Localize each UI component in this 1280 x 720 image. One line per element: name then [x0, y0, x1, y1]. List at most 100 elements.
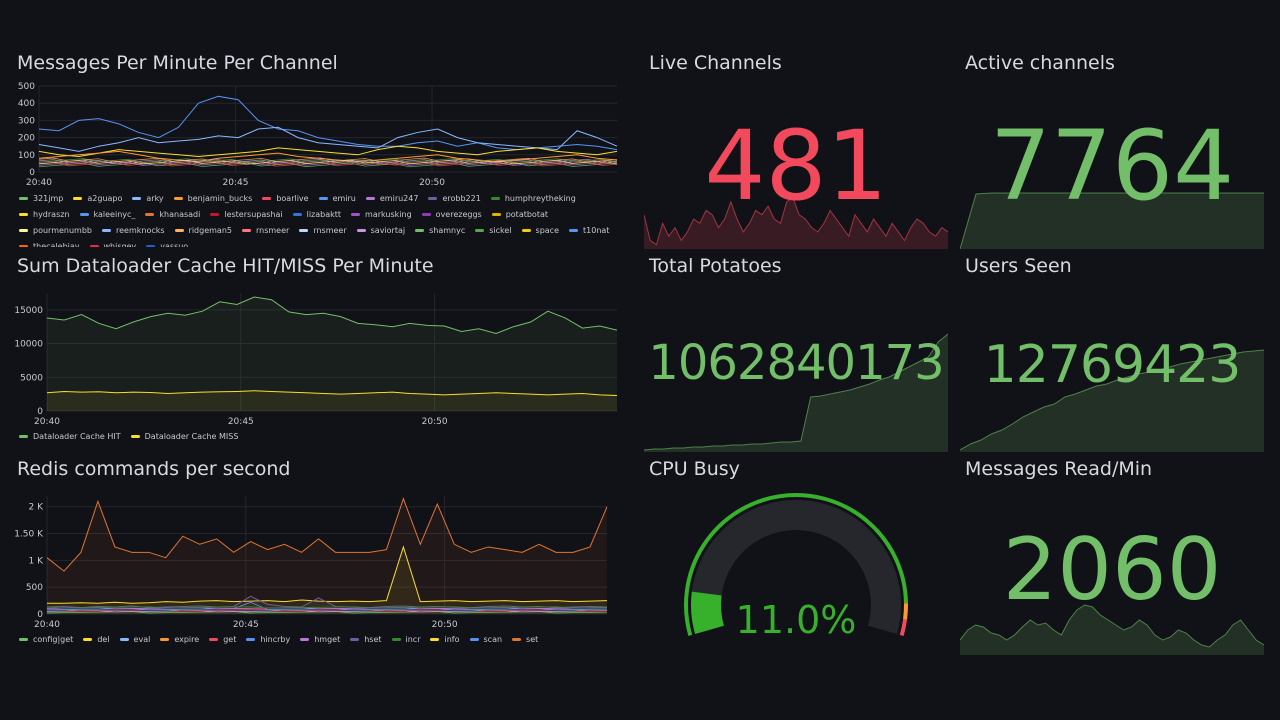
legend-swatch	[351, 213, 361, 216]
legend-item[interactable]: khanasadi	[145, 207, 200, 223]
legend-label: erobb221	[442, 194, 481, 203]
legend-label: emiru	[332, 194, 356, 203]
legend-item[interactable]: rnsmeer	[242, 223, 289, 239]
panel-title[interactable]: Live Channels	[649, 52, 782, 74]
legend-item[interactable]: info	[430, 632, 460, 648]
panel-dataloader-cache: Sum Dataloader Cache HIT/MISS Per Minute…	[14, 255, 629, 450]
series-line	[46, 606, 608, 609]
legend-label: set	[526, 635, 539, 644]
legend-item[interactable]: emiru	[318, 191, 356, 207]
y-tick-label: 0	[37, 610, 43, 620]
panel-title[interactable]: Messages Read/Min	[965, 458, 1153, 480]
legend-item[interactable]: lestersupashai	[210, 207, 283, 223]
legend-item[interactable]: a2guapo	[73, 191, 122, 207]
legend-swatch	[19, 213, 28, 216]
legend-item[interactable]: 321jmp	[19, 191, 63, 207]
cpu-gauge	[684, 493, 908, 636]
legend-item[interactable]: del	[83, 632, 110, 648]
series-line	[46, 497, 608, 572]
panel-title[interactable]: Active channels	[965, 52, 1115, 74]
panel-title[interactable]: Sum Dataloader Cache HIT/MISS Per Minute	[17, 255, 434, 277]
legend-swatch	[490, 197, 500, 200]
legend-item[interactable]: potatbotat	[491, 207, 548, 223]
legend-item[interactable]: eval	[119, 632, 151, 648]
panel-title[interactable]: Users Seen	[965, 255, 1072, 277]
legend-label: space	[535, 226, 559, 235]
sparkline-area	[644, 197, 948, 249]
legend-item[interactable]: arky	[132, 191, 164, 207]
legend-item[interactable]: sickel	[475, 223, 512, 239]
total-potatoes-value: 1062840173	[648, 335, 944, 391]
legend-item[interactable]: Dataloader Cache MISS	[130, 429, 238, 445]
panel-title[interactable]: Total Potatoes	[649, 255, 782, 277]
live-channels-value: 481	[704, 110, 888, 222]
legend-swatch	[318, 197, 328, 200]
cache-chart[interactable]: 0 5000 10000 15000 20:40 20:45 20:50	[14, 283, 629, 428]
legend-item[interactable]: rnsmeer	[299, 223, 347, 239]
legend-item[interactable]: hmget	[300, 632, 340, 648]
legend-label: kaleeinyc_	[93, 210, 136, 219]
legend-label: Dataloader Cache HIT	[33, 432, 121, 441]
y-tick-label: 15000	[14, 306, 43, 316]
legend-label: sickel	[489, 226, 512, 235]
legend-swatch	[428, 197, 438, 200]
legend-item[interactable]: kaleeinyc_	[79, 207, 136, 223]
panel-title[interactable]: Messages Per Minute Per Channel	[17, 52, 338, 74]
legend-item[interactable]: yassuo	[146, 239, 188, 247]
legend-label: thecalebjay	[33, 242, 80, 247]
legend-swatch	[491, 213, 501, 216]
sparkline-line	[960, 349, 1264, 451]
legend-item[interactable]: reemknocks	[102, 223, 165, 239]
y-tick-label: 10000	[14, 340, 43, 350]
legend-item[interactable]: config|get	[19, 632, 73, 648]
legend-item[interactable]: overezeggs	[421, 207, 482, 223]
legend-label: reemknocks	[116, 226, 165, 235]
legend-item[interactable]: incr	[391, 632, 420, 648]
legend-label: hydraszn	[33, 210, 70, 219]
legend-item[interactable]: space	[521, 223, 559, 239]
live-sparkline	[644, 196, 948, 249]
series-line	[38, 158, 618, 164]
legend-item[interactable]: emiru247	[365, 191, 418, 207]
legend-swatch	[421, 213, 431, 216]
redis-chart[interactable]: 0 500 1 K 1.50 K 2 K 20:40 20:45 20:50	[14, 486, 629, 631]
legend-item[interactable]: humphreytheking	[490, 191, 576, 207]
series-line	[46, 607, 608, 610]
legend-label: hincrby	[260, 635, 291, 644]
legend-item[interactable]: ridgeman5	[174, 223, 232, 239]
legend-item[interactable]: shamnyc	[415, 223, 465, 239]
panel-title[interactable]: CPU Busy	[649, 458, 740, 480]
legend-swatch	[146, 245, 156, 247]
users-seen-value: 12769423	[983, 335, 1242, 395]
panel-title[interactable]: Redis commands per second	[17, 458, 291, 480]
legend-item[interactable]: expire	[160, 632, 199, 648]
legend-item[interactable]: boarlive	[262, 191, 309, 207]
legend-item[interactable]: saviortaj	[356, 223, 405, 239]
legend-item[interactable]: t10nat	[569, 223, 609, 239]
legend-item[interactable]: get	[209, 632, 236, 648]
legend-label: lizabaktt	[306, 210, 342, 219]
legend-item[interactable]: hset	[350, 632, 382, 648]
legend-label: del	[97, 635, 110, 644]
legend-item[interactable]: set	[512, 632, 538, 648]
legend-label: expire	[174, 635, 200, 644]
mpm-chart[interactable]: 0 100 200 300 400 500 20:40 20:45 20:50	[17, 80, 629, 205]
legend-item[interactable]: Dataloader Cache HIT	[19, 429, 121, 445]
users-sparkline	[960, 349, 1264, 452]
legend-item[interactable]: benjamin_bucks	[173, 191, 252, 207]
x-tick-label: 20:50	[419, 178, 445, 188]
legend-item[interactable]: whisqey	[89, 239, 136, 247]
legend-item[interactable]: pourmenumbb	[19, 223, 92, 239]
legend-swatch	[292, 213, 302, 216]
legend-swatch	[19, 229, 28, 232]
legend-label: eval	[133, 635, 151, 644]
legend-item[interactable]: hincrby	[246, 632, 290, 648]
series-line	[47, 545, 608, 604]
legend-item[interactable]: thecalebjay	[19, 239, 80, 247]
legend-item[interactable]: scan	[469, 632, 502, 648]
legend-item[interactable]: hydraszn	[19, 207, 70, 223]
legend-item[interactable]: lizabaktt	[292, 207, 342, 223]
legend-item[interactable]: erobb221	[428, 191, 481, 207]
legend-swatch	[174, 229, 184, 232]
legend-item[interactable]: markusking	[351, 207, 412, 223]
